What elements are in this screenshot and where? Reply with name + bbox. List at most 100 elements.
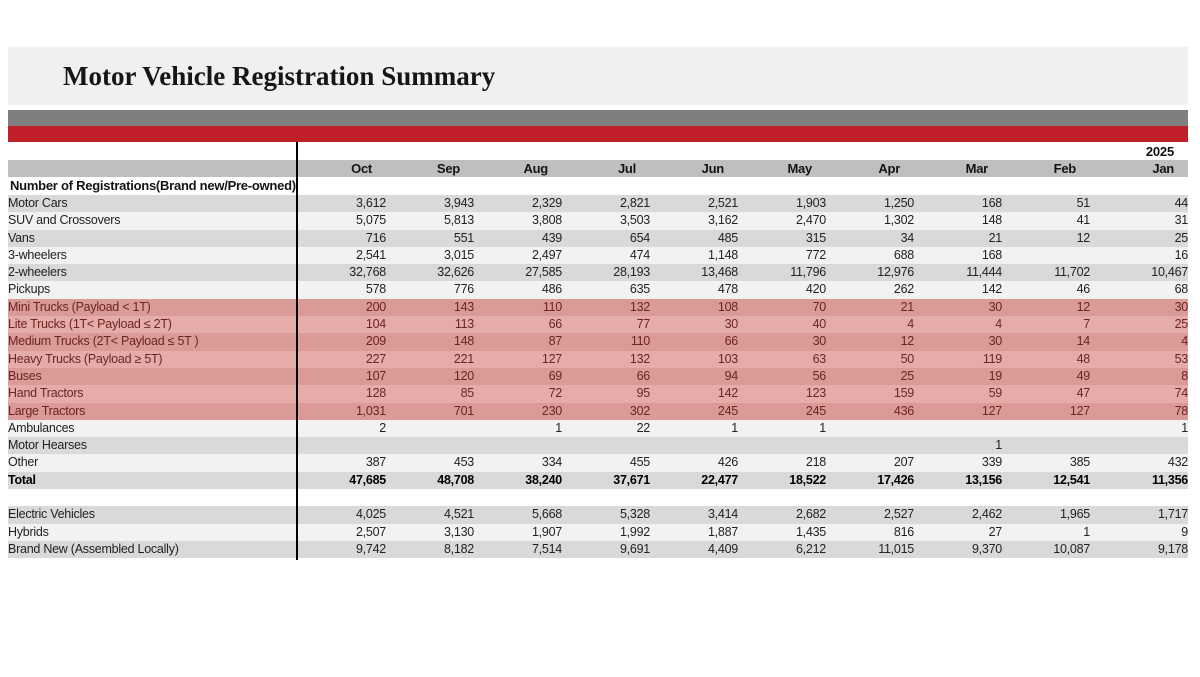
table-row: Hand Tractors 128 85 72 95 142 123 159 59 47 74 [8,385,1188,403]
row-label: Pickups [8,281,298,299]
month-header-cell: May [738,160,826,177]
table-row: Motor Hearses 1 [8,437,1188,455]
value-cell: 66 [562,367,650,386]
value-cell: 7 [1002,316,1090,334]
value-cell: 14 [1002,333,1090,351]
value-cell: 50 [826,350,914,368]
value-cell: 4,409 [650,540,738,559]
value-cell: 11,702 [1002,264,1090,282]
month-header-cell: Feb [1002,160,1090,177]
value-cell [1002,437,1090,455]
value-cell: 478 [650,281,738,299]
value-cell: 12 [826,333,914,351]
value-cell: 245 [650,402,738,420]
value-cell: 168 [914,246,1002,265]
value-cell: 9,370 [914,540,1002,559]
row-label: Total [8,471,298,490]
value-cell: 69 [474,367,562,386]
value-cell: 46 [1002,281,1090,299]
value-cell: 5,668 [474,506,562,524]
value-cell [1090,489,1188,507]
value-cell: 10,467 [1090,264,1188,282]
value-cell: 94 [650,367,738,386]
value-cell: 22,477 [650,471,738,490]
value-cell: 3,943 [386,195,474,213]
value-cell: 25 [826,367,914,386]
value-cell: 7,514 [474,540,562,559]
value-cell: 47 [1002,385,1090,403]
value-cell: 688 [826,246,914,265]
value-cell: 6,212 [738,540,826,559]
value-cell: 9,691 [562,540,650,559]
value-cell: 551 [386,229,474,247]
value-cell: 474 [562,246,650,265]
page-title: Motor Vehicle Registration Summary [63,61,496,91]
table-row: 3-wheelers 2,541 3,015 2,497 474 1,148 772 688 1… [8,246,1188,265]
value-cell: 1,302 [826,212,914,230]
value-cell: 87 [474,333,562,351]
month-header-cell: Aug [474,160,562,177]
value-cell [1002,419,1090,438]
value-cell: 63 [738,350,826,368]
value-cell: 4,025 [298,506,386,524]
value-cell: 1,250 [826,195,914,213]
value-cell: 262 [826,281,914,299]
section-header-row: Number of Registrations(Brand new/Pre-ow… [8,177,1188,195]
value-cell: 436 [826,402,914,420]
table-row: Buses 107 120 69 66 94 56 25 19 49 8 [8,367,1188,386]
value-cell [826,437,914,455]
row-label: Medium Trucks (2T< Payload ≤ 5T ) [8,333,298,351]
value-cell: 13,468 [650,264,738,282]
value-cell: 30 [914,298,1002,317]
table-row: Lite Trucks (1T< Payload ≤ 2T) 104 113 66 77… [8,316,1188,334]
value-cell: 1 [650,419,738,438]
table-row: Hybrids 2,507 3,130 1,907 1,992 1,887 1,435 816… [8,523,1188,541]
value-cell: 1 [1002,523,1090,541]
value-cell: 56 [738,367,826,386]
row-label: 2-wheelers [8,264,298,282]
value-cell: 11,444 [914,264,1002,282]
table-row: SUV and Crossovers 5,075 5,813 3,808 3,503 3,… [8,212,1188,230]
value-cell: 1 [1090,419,1188,438]
value-cell: 1,717 [1090,506,1188,524]
month-header-cell: Jan [1090,160,1188,177]
month-header-cell: Apr [826,160,914,177]
value-cell: 113 [386,316,474,334]
value-cell [1002,489,1090,507]
value-cell: 1 [738,419,826,438]
value-cell: 119 [914,350,1002,368]
value-cell: 2,521 [650,195,738,213]
value-cell: 2,507 [298,523,386,541]
value-cell: 17,426 [826,471,914,490]
value-cell: 30 [914,333,1002,351]
section-header-label: Number of Registrations(Brand new/Pre-ow… [8,177,1188,195]
row-label: Hybrids [8,523,298,541]
row-label: 3-wheelers [8,246,298,265]
value-cell [474,489,562,507]
value-cell: 1,435 [738,523,826,541]
value-cell: 1 [914,437,1002,455]
value-cell: 78 [1090,402,1188,420]
table-row: Ambulances 2 1 22 1 1 1 [8,419,1188,438]
value-cell: 2,527 [826,506,914,524]
table-row: Motor Cars 3,612 3,943 2,329 2,821 2,521 1,903… [8,195,1188,213]
row-label: SUV and Crossovers [8,212,298,230]
value-cell: 334 [474,454,562,472]
month-header-cell: Jun [650,160,738,177]
value-cell [298,489,386,507]
value-cell: 2,821 [562,195,650,213]
value-cell: 1,965 [1002,506,1090,524]
row-label [8,489,298,507]
value-cell: 27,585 [474,264,562,282]
value-cell: 4 [826,316,914,334]
row-label: Motor Hearses [8,437,298,455]
value-cell: 66 [650,333,738,351]
value-cell: 5,328 [562,506,650,524]
value-cell: 25 [1090,316,1188,334]
value-cell: 339 [914,454,1002,472]
value-cell: 148 [914,212,1002,230]
value-cell: 3,015 [386,246,474,265]
value-cell: 227 [298,350,386,368]
value-cell [474,437,562,455]
